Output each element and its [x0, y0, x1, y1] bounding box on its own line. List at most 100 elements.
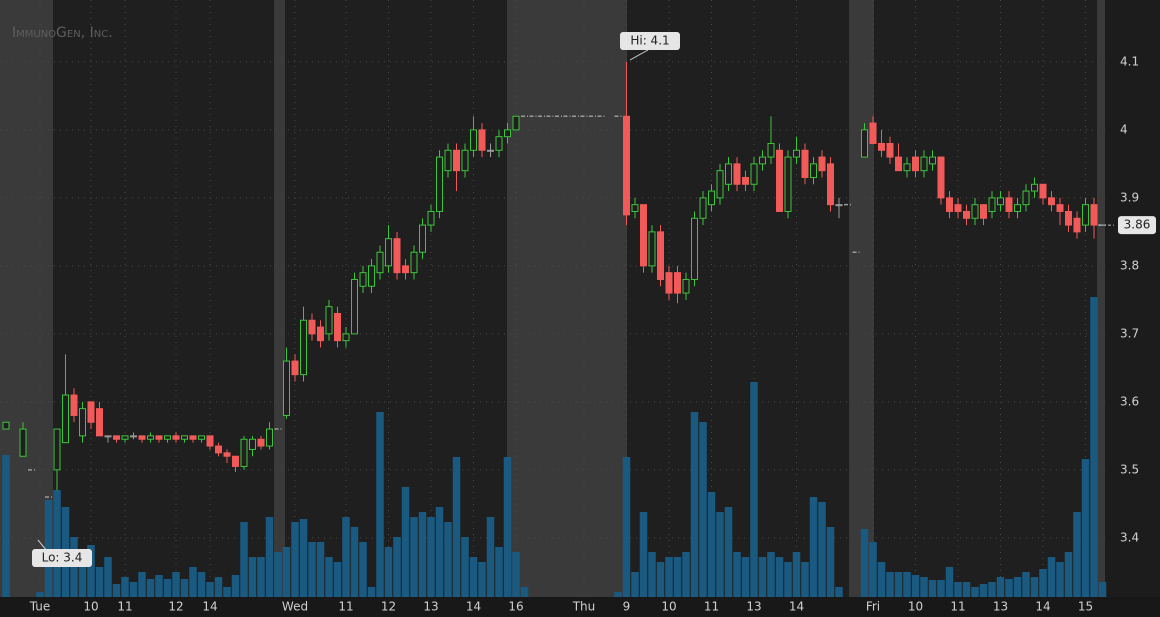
volume-bar [971, 587, 979, 597]
candle-body [886, 142, 894, 158]
volume-bar [894, 572, 903, 597]
volume-bar [418, 512, 427, 597]
volume-bar [155, 575, 163, 597]
callout-box [620, 32, 680, 50]
candle-body [249, 438, 256, 450]
volume-bar [180, 579, 189, 597]
candle-body [716, 170, 724, 199]
volume-bar [877, 562, 886, 597]
callout-label: Hi: 4.1 [630, 34, 669, 48]
volume-bar [1064, 552, 1073, 597]
volume-bar [410, 517, 418, 597]
callout-box [32, 549, 92, 567]
candle-body [699, 197, 707, 219]
volume-bar [138, 572, 146, 597]
candle-body [223, 452, 231, 457]
candle-body [776, 149, 783, 212]
volume-bar [376, 412, 384, 597]
volume-bar [172, 572, 180, 597]
volume-bar [1005, 579, 1013, 597]
candle-body [1082, 204, 1089, 226]
candle-body [767, 142, 775, 158]
grid [0, 0, 1105, 597]
volume-bar [954, 582, 962, 597]
volume-bar [112, 584, 121, 597]
volume-bar [614, 592, 622, 597]
candle-body [215, 445, 222, 454]
x-tick-label: 14 [202, 600, 217, 614]
volume-bar [937, 580, 945, 597]
volume-bar [44, 500, 53, 597]
volume-bar [401, 487, 410, 597]
candle-body [300, 319, 307, 376]
volume-bar [1047, 557, 1056, 597]
volume-bar [478, 562, 486, 597]
candle-body [444, 149, 452, 172]
volume-bar [826, 527, 835, 597]
volume-bar [1030, 577, 1039, 597]
candle-body [96, 408, 103, 437]
candle-body [937, 156, 945, 199]
candle-body [971, 204, 979, 219]
volume-bar [291, 522, 299, 597]
volume-bar [1013, 577, 1022, 597]
volume-bar [886, 572, 894, 597]
candle-body [240, 438, 248, 467]
candle-body [512, 115, 520, 131]
volume-bar [767, 552, 775, 597]
candle-body [453, 149, 460, 172]
volume-bar [427, 517, 435, 597]
candle-body [113, 435, 120, 440]
volume-bar [1090, 297, 1098, 597]
candle-body [691, 217, 698, 280]
volume-bar [197, 572, 206, 597]
candle-body [861, 129, 868, 158]
candle-body [920, 156, 928, 172]
candle-body [631, 204, 639, 212]
volume-bar [979, 584, 988, 597]
volume-bar [1039, 569, 1047, 597]
volume-bar [945, 567, 954, 597]
x-tick-label: 14 [466, 600, 481, 614]
volume-bar [367, 587, 376, 597]
candle-body [674, 272, 681, 294]
extended-hours [507, 0, 627, 597]
candle-body [878, 142, 885, 151]
candle-body [368, 265, 375, 287]
volume-bar [1081, 459, 1090, 597]
candle-body [640, 204, 647, 267]
volume-bar [36, 592, 44, 597]
volume-bar [988, 582, 996, 597]
candle-body [257, 438, 265, 447]
candle-body [1005, 197, 1013, 212]
candle-body [351, 278, 358, 335]
candle-body [912, 156, 919, 172]
candle-body [2, 421, 10, 430]
volume-bar [350, 527, 359, 597]
volume-bar [469, 557, 478, 597]
volume-bar [316, 542, 325, 597]
volume-bar [393, 537, 401, 597]
candle-body [725, 163, 732, 185]
volume-bar [724, 507, 733, 597]
volume-bar [699, 422, 707, 597]
candle-body [266, 428, 273, 447]
extended-hours [849, 0, 874, 597]
volume-bars [2, 297, 1107, 597]
volume-bar [359, 542, 367, 597]
x-tick-label: 12 [168, 600, 183, 614]
volume-bar [733, 552, 741, 597]
volume-bar [2, 455, 10, 597]
volume-bar [673, 557, 682, 597]
volume-bar [758, 557, 767, 597]
volume-bar [223, 587, 231, 597]
candle-body [461, 149, 469, 172]
candle-body [53, 428, 61, 471]
volume-bar [512, 552, 520, 597]
x-tick-label: 13 [423, 600, 438, 614]
candle-body [1039, 183, 1047, 199]
volume-bar [231, 575, 240, 597]
candle-body [427, 210, 435, 226]
candle-body [1048, 197, 1055, 206]
volume-bar [775, 557, 784, 597]
